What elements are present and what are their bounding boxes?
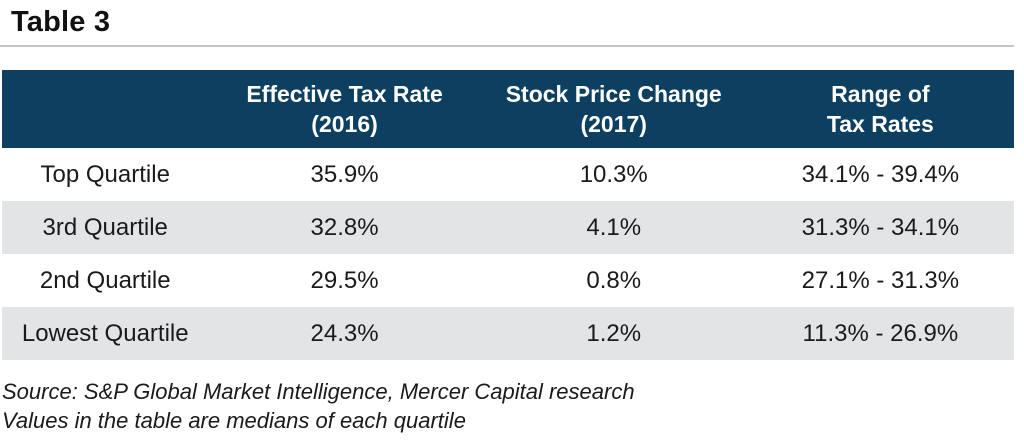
table-row-3rd-quartile: 3rd Quartile 32.8% 4.1% 31.3% - 34.1% bbox=[2, 201, 1014, 254]
effective-tax-rate-value: 35.9% bbox=[310, 160, 379, 188]
header-line-2: (2016) bbox=[311, 111, 378, 137]
header-cell-effective-tax-rate: Effective Tax Rate (2016) bbox=[208, 79, 480, 139]
tax-rate-range-value: 31.3% - 34.1% bbox=[801, 213, 960, 241]
header-cell-stock-price-change: Stock Price Change (2017) bbox=[481, 79, 747, 139]
stock-price-change-value: 1.2% bbox=[586, 319, 642, 347]
header-line-2: (2017) bbox=[580, 111, 647, 137]
source-note: Source: S&P Global Market Intelligence, … bbox=[2, 379, 635, 404]
tax-rate-range-value: 34.1% - 39.4% bbox=[801, 160, 960, 188]
row-label: Top Quartile bbox=[40, 160, 170, 188]
effective-tax-rate-value: 24.3% bbox=[310, 319, 379, 347]
stock-price-change-value: 4.1% bbox=[586, 213, 642, 241]
table-row-lowest-quartile: Lowest Quartile 24.3% 1.2% 11.3% - 26.9% bbox=[2, 307, 1014, 360]
medians-note: Values in the table are medians of each … bbox=[2, 408, 466, 433]
header-cell-range-of-tax-rates: Range of Tax Rates bbox=[747, 79, 1014, 139]
title-divider bbox=[0, 45, 1014, 47]
table-title: Table 3 bbox=[11, 6, 111, 38]
quartile-tax-table: Effective Tax Rate (2016) Stock Price Ch… bbox=[2, 70, 1014, 360]
stock-price-change-value: 0.8% bbox=[586, 266, 642, 294]
header-line-2: Tax Rates bbox=[826, 111, 934, 137]
row-label: 2nd Quartile bbox=[39, 266, 171, 294]
header-line-1: Range of bbox=[831, 81, 930, 107]
header-line-1: Stock Price Change bbox=[505, 81, 722, 107]
table-row-2nd-quartile: 2nd Quartile 29.5% 0.8% 27.1% - 31.3% bbox=[2, 254, 1014, 307]
table-header-row: Effective Tax Rate (2016) Stock Price Ch… bbox=[2, 70, 1014, 148]
header-line-1: Effective Tax Rate bbox=[246, 81, 443, 107]
table-row-top-quartile: Top Quartile 35.9% 10.3% 34.1% - 39.4% bbox=[2, 148, 1014, 201]
footnotes: Source: S&P Global Market Intelligence, … bbox=[2, 377, 635, 435]
tax-rate-range-value: 27.1% - 31.3% bbox=[801, 266, 960, 294]
tax-rate-range-value: 11.3% - 26.9% bbox=[802, 319, 959, 347]
effective-tax-rate-value: 32.8% bbox=[310, 213, 379, 241]
stock-price-change-value: 10.3% bbox=[579, 160, 648, 188]
row-label: 3rd Quartile bbox=[42, 213, 168, 241]
effective-tax-rate-value: 29.5% bbox=[310, 266, 379, 294]
row-label: Lowest Quartile bbox=[21, 319, 189, 347]
